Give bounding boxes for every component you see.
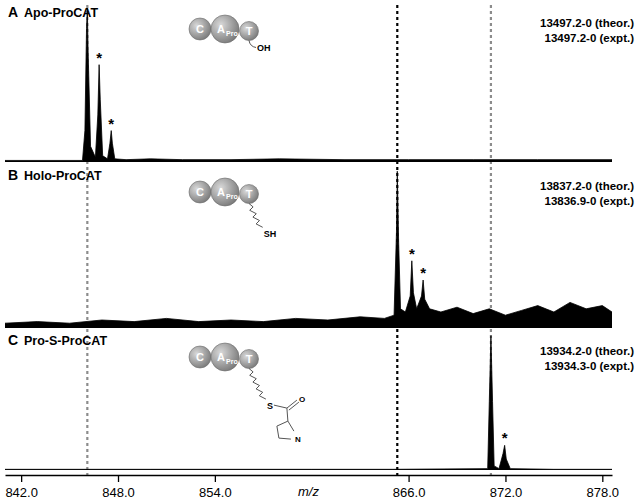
tick-mark [408,475,409,482]
panel-letter: C [8,332,18,348]
atom-label: O [299,395,305,404]
tick: 848.0 [102,475,135,500]
domain-subscript: Pro [226,193,238,200]
domain-label: T [246,188,253,200]
panel-title: Pro-S-ProCAT [24,334,107,348]
ring [277,421,291,439]
peak-star: * [502,429,508,446]
domain-icon: C APro T OH [189,15,271,53]
domain-label: A [217,186,225,198]
bond [287,400,297,408]
panel-title: Holo-ProCAT [24,169,102,183]
domain-label: A [217,23,225,35]
mass-label: 13497.2-0 (theor.) [540,17,634,29]
peak-star: * [409,245,415,262]
pantetheine-arm [249,204,263,228]
domain-subscript: Pro [226,358,238,365]
domain-ball [211,343,239,371]
tick-label: 848.0 [102,485,135,500]
tick-label: 866.0 [393,485,426,500]
plot-area [5,8,612,162]
bond [289,402,299,410]
proline: ON [274,395,305,444]
chart: * * A Apo-ProCAT 13497.2-0 (theor.) 13497.2-0… [0,0,640,503]
peak-star: * [420,264,426,281]
mass-label: 13497.2-0 (expt.) [545,32,635,44]
spectrum [5,336,612,470]
domain-ball [240,185,259,204]
tick-label: 854.0 [199,485,232,500]
domain-label: A [217,351,225,363]
tick: 842.0 [5,475,38,500]
domain-ball [211,15,239,43]
tick-mark [21,475,22,482]
tick-mark [215,475,216,482]
atom-label: N [295,435,301,444]
reference-lines [87,5,491,475]
panel: * * A Apo-ProCAT 13497.2-0 (theor.) 13497.2-0… [5,4,634,162]
domain-label: T [246,25,253,37]
spectrum [5,171,612,328]
domain-ball [240,350,259,369]
end-group: OH [257,43,271,53]
panel: * * B Holo-ProCAT 13837.2-0 (theor.) 13836.9-… [5,167,634,328]
plot-area [5,336,612,470]
pantetheine-arm [249,369,266,400]
tick: 878.0 [587,475,620,500]
peak-star: * [96,49,102,66]
tick-label: 878.0 [587,485,620,500]
tick-mark [505,475,506,482]
domain-icon: C APro T SH [189,178,276,239]
ring [288,421,294,431]
mass-label: 13836.9-0 (expt.) [545,195,635,207]
mass-label: 13837.2-0 (theor.) [540,180,634,192]
tick-label: 842.0 [5,485,38,500]
x-axis: 842.0 848.0 854.0 866.0 872.0 878.0 [5,475,619,500]
tick: 866.0 [393,475,426,500]
domain-icon: CAProTSON [189,343,305,444]
x-axis-title: m/z [298,484,319,499]
domain-label: C [196,23,204,35]
panel: * C Pro-S-ProCAT 13934.2-0 (theor.) 13934.3-… [5,332,634,470]
tick-mark [602,475,603,482]
plot-area [5,171,612,328]
domain-label: C [196,186,204,198]
panel-title: Apo-ProCAT [24,6,98,20]
panel-letter: B [8,167,18,183]
mass-label: 13934.3-0 (expt.) [545,360,635,372]
tick-mark [118,475,119,482]
panel-letter: A [8,4,18,20]
mass-label: 13934.2-0 (theor.) [540,345,634,357]
domain-ball [189,346,211,368]
domain-ball [211,178,239,206]
domain-ball [189,181,211,203]
bond [274,405,288,421]
tick-label: 872.0 [490,485,523,500]
tick: 854.0 [199,475,232,500]
hydroxyl-bond [249,41,256,48]
peak-star: * [108,115,114,132]
spectrum [5,8,612,162]
end-group: SH [264,229,277,239]
domain-label: T [246,353,253,365]
domain-subscript: Pro [226,30,238,37]
domain-label: C [196,351,204,363]
tick: 872.0 [490,475,523,500]
end-group: S [267,401,273,411]
domain-ball [189,18,211,40]
axis-line [6,475,613,477]
domain-ball [240,22,259,41]
